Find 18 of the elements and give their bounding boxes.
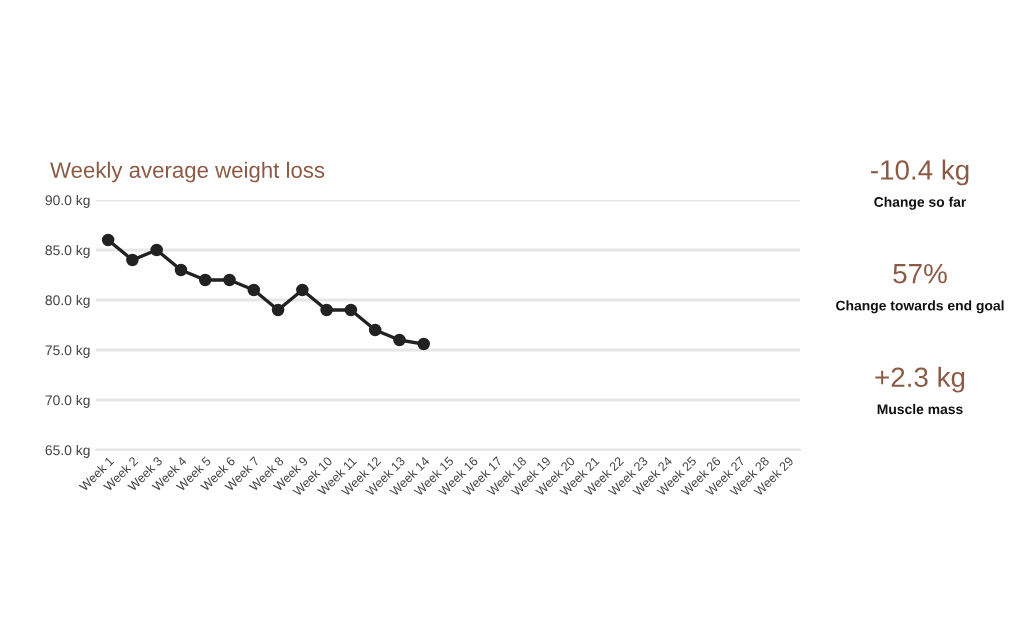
- point: [150, 243, 163, 257]
- point: [271, 303, 285, 317]
- point: [368, 323, 382, 337]
- point: [320, 303, 333, 317]
- chart-title: Weekly average weight loss: [50, 161, 325, 183]
- point: [101, 233, 115, 247]
- point: [393, 333, 406, 347]
- point: [174, 263, 188, 277]
- point: [417, 337, 430, 351]
- point: [126, 253, 139, 267]
- point: [344, 303, 358, 317]
- point: [198, 273, 212, 287]
- text: +2.3 kg: [875, 366, 965, 393]
- text: -10.4 kg: [871, 159, 969, 186]
- point: [223, 273, 236, 287]
- text: 57%: [893, 263, 947, 284]
- point: [296, 283, 309, 297]
- point: [247, 283, 261, 297]
